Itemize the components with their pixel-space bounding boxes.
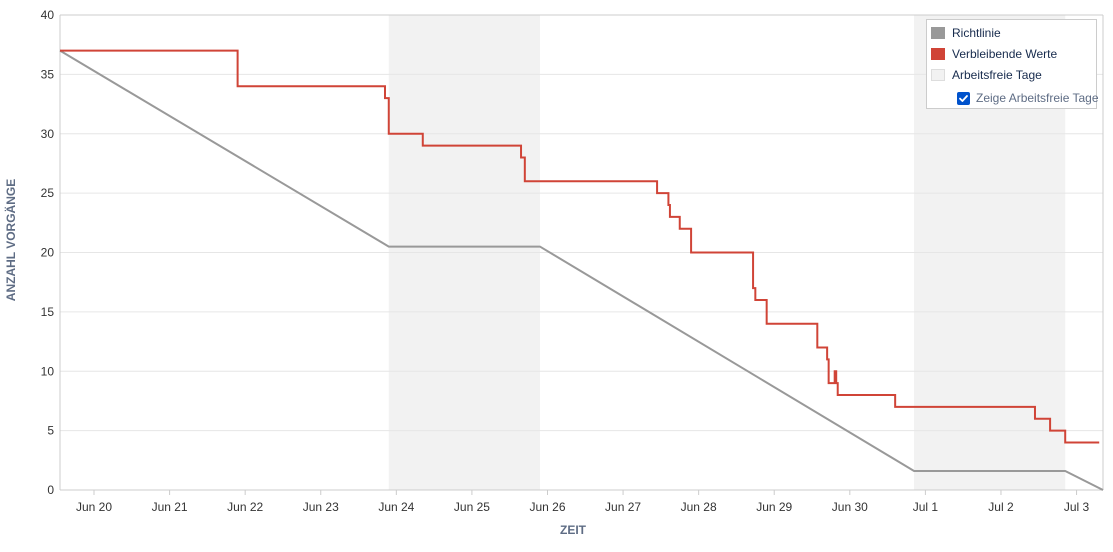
legend-swatch bbox=[931, 48, 945, 60]
legend-item-richtlinie[interactable]: Richtlinie bbox=[931, 25, 1001, 41]
x-tick-label: Jun 30 bbox=[832, 500, 868, 514]
y-tick-label: 15 bbox=[41, 305, 55, 319]
axes: 0 5 10 15 20 25 30 35 40 Jun 20 Jun 21 Jun 22 Jun 23… bbox=[41, 8, 1104, 514]
y-tick-label: 20 bbox=[41, 246, 55, 260]
show-non-working-days-toggle[interactable]: Zeige Arbeitsfreie Tage bbox=[957, 90, 1099, 106]
checkbox-checked-icon[interactable] bbox=[957, 91, 970, 105]
y-tick-label: 10 bbox=[41, 364, 55, 378]
y-tick-label: 35 bbox=[41, 67, 55, 81]
legend-item-verbleibende-werte[interactable]: Verbleibende Werte bbox=[931, 46, 1057, 62]
legend-label: Richtlinie bbox=[952, 26, 1001, 40]
legend-swatch bbox=[931, 27, 945, 39]
y-tick-label: 30 bbox=[41, 127, 55, 141]
x-tick-label: Jun 22 bbox=[227, 500, 263, 514]
x-tick-label: Jun 24 bbox=[378, 500, 414, 514]
x-tick-label: Jun 27 bbox=[605, 500, 641, 514]
toggle-label: Zeige Arbeitsfreie Tage bbox=[976, 91, 1099, 105]
series-verbleibende-werte bbox=[60, 49, 1100, 444]
x-tick-label: Jul 1 bbox=[913, 500, 939, 514]
legend: Richtlinie Verbleibende Werte Arbeitsfre… bbox=[926, 19, 1099, 109]
y-tick-label: 25 bbox=[41, 186, 55, 200]
x-tick-label: Jun 25 bbox=[454, 500, 490, 514]
x-tick-label: Jun 23 bbox=[303, 500, 339, 514]
y-tick-label: 5 bbox=[47, 424, 54, 438]
x-tick-label: Jun 20 bbox=[76, 500, 112, 514]
y-tick-label: 40 bbox=[41, 8, 55, 22]
x-tick-label: Jul 2 bbox=[988, 500, 1014, 514]
legend-swatch bbox=[931, 69, 945, 81]
x-tick-label: Jul 3 bbox=[1064, 500, 1090, 514]
x-tick-label: Jun 26 bbox=[529, 500, 565, 514]
y-tick-label: 0 bbox=[47, 483, 54, 497]
x-tick-label: Jun 21 bbox=[152, 500, 188, 514]
legend-label: Verbleibende Werte bbox=[952, 47, 1058, 61]
x-tick-label: Jun 29 bbox=[756, 500, 792, 514]
legend-item-arbeitsfreie-tage[interactable]: Arbeitsfreie Tage bbox=[931, 67, 1042, 83]
legend-label: Arbeitsfreie Tage bbox=[952, 68, 1042, 82]
series-richtlinie bbox=[59, 49, 1104, 491]
y-axis-title: ANZAHL VORGÄNGE bbox=[3, 179, 18, 301]
x-tick-label: Jun 28 bbox=[681, 500, 717, 514]
x-axis-title: ZEIT bbox=[560, 523, 587, 537]
series-layer bbox=[59, 49, 1104, 491]
